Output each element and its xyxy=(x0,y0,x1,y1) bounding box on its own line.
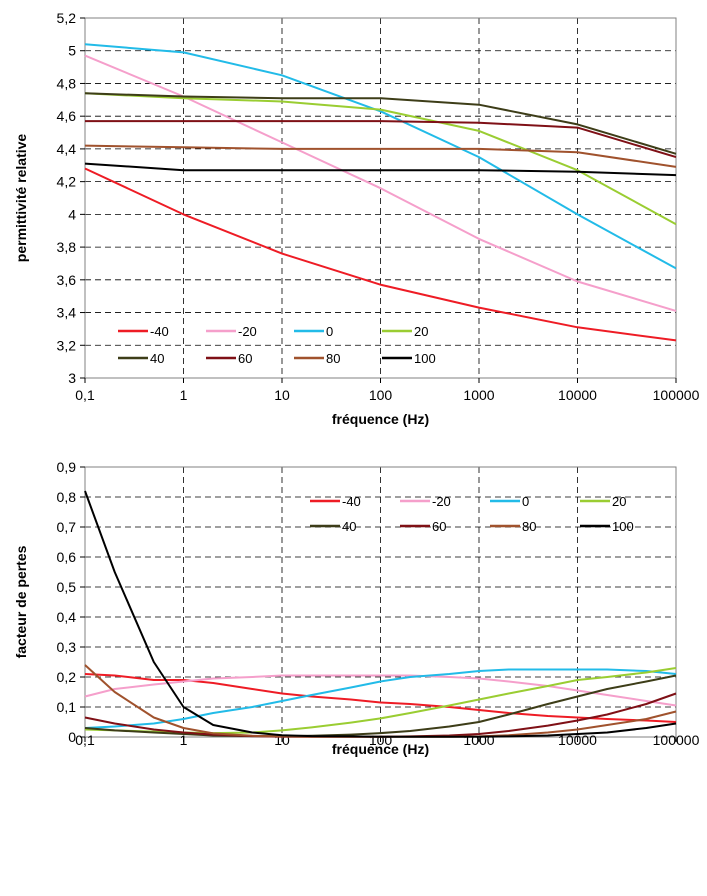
x-axis-label: fréquence (Hz) xyxy=(332,741,429,757)
legend-label: 100 xyxy=(414,351,436,366)
legend-label: 40 xyxy=(150,351,164,366)
x-tick-label: 1 xyxy=(180,732,188,748)
x-tick-label: 0,1 xyxy=(75,387,95,403)
legend: -40 -20 0 20 40 60 80 100 xyxy=(118,324,436,366)
series-line-60 xyxy=(85,120,677,159)
x-tick-label: 100000 xyxy=(653,732,700,748)
legend-label: -40 xyxy=(342,494,361,509)
chart-permittivity: 3 3,2 3,4 3,6 3,8 4 4,2 4,4 4,6 4,8 5 5,2 0,1 1 10 100 1… xyxy=(13,10,700,427)
legend-label: 100 xyxy=(612,519,634,534)
legend-label: -40 xyxy=(150,324,169,339)
y-tick-label: 0,7 xyxy=(57,519,77,535)
legend-label: 60 xyxy=(432,519,446,534)
chart-loss-factor: 00,10,20,30,40,50,60,70,80,90,1 1 10 100 100… xyxy=(13,459,700,757)
y-tick-label: 0 xyxy=(68,729,76,745)
y-tick-label: 0,8 xyxy=(57,489,77,505)
series-line-minus20 xyxy=(84,674,677,707)
y-tick-label: 3,6 xyxy=(57,272,77,288)
legend-label: 60 xyxy=(238,351,252,366)
y-tick-label: 3,4 xyxy=(57,305,77,321)
y-tick-label: 0,4 xyxy=(57,609,77,625)
y-tick-label: 3,8 xyxy=(57,239,77,255)
x-tick-label: 10 xyxy=(274,387,290,403)
x-tick-label: 100 xyxy=(369,387,393,403)
series-line-100 xyxy=(84,490,677,738)
x-axis-label: fréquence (Hz) xyxy=(332,411,429,427)
y-tick-label: 4 xyxy=(68,206,76,222)
legend-label: 0 xyxy=(522,494,529,509)
legend-label: -20 xyxy=(432,494,451,509)
series-line-0 xyxy=(84,668,677,729)
x-tick-label: 1000 xyxy=(463,387,494,403)
legend-label: -20 xyxy=(238,324,257,339)
x-tick-label: 0,1 xyxy=(75,732,95,748)
legend-label: 80 xyxy=(326,351,340,366)
y-tick-label: 4,4 xyxy=(57,141,77,157)
y-tick-label: 0,1 xyxy=(57,699,77,715)
y-tick-label: 4,2 xyxy=(57,174,77,190)
legend-label: 80 xyxy=(522,519,536,534)
x-tick-label: 10000 xyxy=(558,732,597,748)
y-axis-label: permittivité relative xyxy=(13,134,29,263)
legend: -40 -20 0 20 40 60 80 100 xyxy=(310,494,634,534)
series-line-40 xyxy=(84,674,677,738)
legend-label: 0 xyxy=(326,324,333,339)
x-tick-label: 10000 xyxy=(558,387,597,403)
y-tick-label: 3 xyxy=(68,370,76,386)
series-line-40 xyxy=(84,92,677,155)
y-tick-label: 4,6 xyxy=(57,108,77,124)
legend-label: 20 xyxy=(414,324,428,339)
series-line-minus40 xyxy=(84,673,677,723)
legend-label: 40 xyxy=(342,519,356,534)
y-tick-label: 5,2 xyxy=(57,10,77,26)
legend-label: 20 xyxy=(612,494,626,509)
series-line-0 xyxy=(84,43,677,270)
y-tick-label: 0,2 xyxy=(57,669,77,685)
series-line-minus40 xyxy=(84,167,677,342)
series-line-80 xyxy=(84,144,677,168)
x-tick-label: 1 xyxy=(180,387,188,403)
y-tick-label: 0,5 xyxy=(57,579,77,595)
y-tick-label: 4,8 xyxy=(57,75,77,91)
y-tick-label: 3,2 xyxy=(57,337,77,353)
y-tick-label: 0,6 xyxy=(57,549,77,565)
y-tick-label: 0,3 xyxy=(57,639,77,655)
y-axis-label: facteur de pertes xyxy=(13,545,29,658)
series-line-20 xyxy=(84,92,677,226)
y-tick-label: 0,9 xyxy=(57,459,77,475)
x-tick-label: 100000 xyxy=(653,387,700,403)
series-line-100 xyxy=(84,162,677,177)
y-tick-label: 5 xyxy=(68,43,76,59)
